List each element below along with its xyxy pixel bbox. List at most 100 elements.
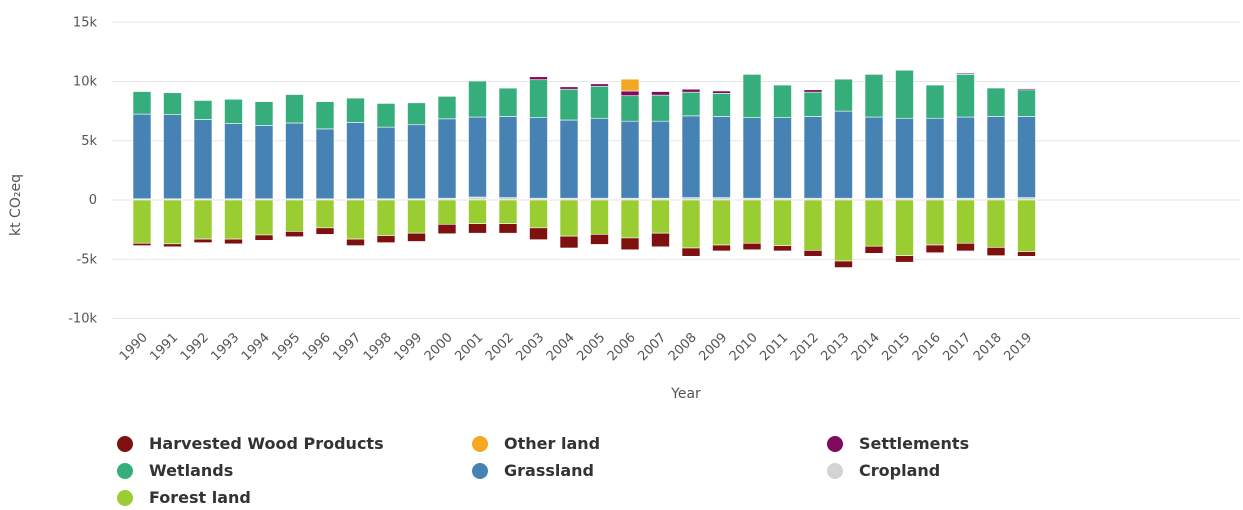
bar-forest-land-2017[interactable] xyxy=(956,199,975,244)
bar-grassland-2015[interactable] xyxy=(895,117,914,199)
bar-wetlands-2011[interactable] xyxy=(773,84,792,118)
bar-harvested-wood-products-2012[interactable] xyxy=(803,250,823,257)
bar-forest-land-1999[interactable] xyxy=(407,199,426,234)
bar-forest-land-2008[interactable] xyxy=(681,199,701,249)
bar-wetlands-2009[interactable] xyxy=(712,93,731,117)
bar-wetlands-1997[interactable] xyxy=(346,97,365,123)
bar-grassland-2014[interactable] xyxy=(864,116,884,199)
bar-grassland-2009[interactable] xyxy=(712,116,731,198)
legend-item-grassland[interactable]: Grassland xyxy=(472,461,594,480)
bar-forest-land-2004[interactable] xyxy=(559,199,579,237)
bar-grassland-1993[interactable] xyxy=(224,123,243,200)
legend-item-settlements[interactable]: Settlements xyxy=(827,434,969,453)
bar-forest-land-1995[interactable] xyxy=(285,199,304,232)
bar-wetlands-1993[interactable] xyxy=(224,98,243,124)
bar-wetlands-1991[interactable] xyxy=(163,92,182,115)
bar-wetlands-2019[interactable] xyxy=(1017,89,1036,117)
bar-harvested-wood-products-1997[interactable] xyxy=(346,238,365,246)
bar-harvested-wood-products-1991[interactable] xyxy=(163,243,182,248)
legend-item-other-land[interactable]: Other land xyxy=(472,434,600,453)
bar-harvested-wood-products-2018[interactable] xyxy=(986,247,1006,256)
bar-wetlands-1990[interactable] xyxy=(132,91,152,115)
bar-grassland-1991[interactable] xyxy=(163,114,182,200)
bar-harvested-wood-products-2015[interactable] xyxy=(895,255,914,263)
bar-cropland-2001[interactable] xyxy=(468,196,487,201)
bar-grassland-1999[interactable] xyxy=(407,124,426,200)
bar-settlements-2017[interactable] xyxy=(956,72,975,75)
bar-grassland-2017[interactable] xyxy=(956,116,975,199)
bar-forest-land-2019[interactable] xyxy=(1017,199,1036,252)
bar-cropland-2008[interactable] xyxy=(681,197,701,201)
bar-grassland-1998[interactable] xyxy=(376,126,396,200)
bar-forest-land-2000[interactable] xyxy=(437,199,457,225)
bar-forest-land-2012[interactable] xyxy=(803,199,823,251)
bar-grassland-2011[interactable] xyxy=(773,117,792,199)
bar-grassland-2003[interactable] xyxy=(529,117,548,199)
bar-wetlands-2003[interactable] xyxy=(529,79,548,118)
bar-forest-land-2013[interactable] xyxy=(834,199,853,262)
bar-harvested-wood-products-2004[interactable] xyxy=(559,235,579,249)
bar-settlements-2003[interactable] xyxy=(529,76,548,81)
bar-harvested-wood-products-2009[interactable] xyxy=(712,244,731,252)
bar-settlements-2019[interactable] xyxy=(1017,88,1036,91)
bar-forest-land-1992[interactable] xyxy=(193,199,213,240)
bar-wetlands-2005[interactable] xyxy=(590,85,609,119)
bar-forest-land-2018[interactable] xyxy=(986,199,1006,248)
bar-forest-land-1993[interactable] xyxy=(224,199,243,240)
bar-forest-land-1998[interactable] xyxy=(376,199,396,236)
bar-other-land-2006[interactable] xyxy=(620,78,640,92)
bar-forest-land-1991[interactable] xyxy=(163,199,182,245)
bar-cropland-2002[interactable] xyxy=(498,197,518,201)
bar-forest-land-1994[interactable] xyxy=(254,199,274,236)
bar-grassland-2005[interactable] xyxy=(590,117,609,199)
bar-harvested-wood-products-1990[interactable] xyxy=(132,242,152,246)
bar-harvested-wood-products-2005[interactable] xyxy=(590,234,609,245)
bar-forest-land-2014[interactable] xyxy=(864,199,884,247)
bar-forest-land-2003[interactable] xyxy=(529,199,548,229)
bar-wetlands-2016[interactable] xyxy=(925,84,945,119)
bar-harvested-wood-products-2001[interactable] xyxy=(468,223,487,234)
bar-grassland-2016[interactable] xyxy=(925,117,945,199)
legend-item-forest-land[interactable]: Forest land xyxy=(117,488,251,507)
bar-wetlands-1994[interactable] xyxy=(254,101,274,126)
bar-settlements-2004[interactable] xyxy=(559,86,579,90)
bar-forest-land-1997[interactable] xyxy=(346,199,365,240)
bar-grassland-2018[interactable] xyxy=(986,116,1006,199)
bar-wetlands-2014[interactable] xyxy=(864,74,884,118)
bar-grassland-2007[interactable] xyxy=(651,120,670,199)
bar-forest-land-2006[interactable] xyxy=(620,199,640,239)
bar-grassland-2019[interactable] xyxy=(1017,116,1036,198)
bar-harvested-wood-products-2002[interactable] xyxy=(498,223,518,234)
bar-grassland-1994[interactable] xyxy=(254,125,274,200)
bar-settlements-2012[interactable] xyxy=(803,89,823,93)
bar-wetlands-1995[interactable] xyxy=(285,94,304,124)
bar-grassland-2000[interactable] xyxy=(437,118,457,199)
bar-harvested-wood-products-2014[interactable] xyxy=(864,245,884,254)
bar-wetlands-2017[interactable] xyxy=(956,74,975,118)
bar-harvested-wood-products-1992[interactable] xyxy=(193,238,213,243)
legend-item-harvested-wood-products[interactable]: Harvested Wood Products xyxy=(117,434,384,453)
bar-harvested-wood-products-2017[interactable] xyxy=(956,242,975,252)
bar-harvested-wood-products-2006[interactable] xyxy=(620,237,640,251)
bar-grassland-2012[interactable] xyxy=(803,116,823,199)
bar-settlements-2002[interactable] xyxy=(498,87,518,89)
bar-harvested-wood-products-2010[interactable] xyxy=(742,242,762,251)
bar-forest-land-2010[interactable] xyxy=(742,199,762,244)
bar-settlements-2005[interactable] xyxy=(590,83,609,87)
bar-grassland-1997[interactable] xyxy=(346,122,365,200)
bar-wetlands-2007[interactable] xyxy=(651,94,670,122)
bar-forest-land-2002[interactable] xyxy=(498,199,518,225)
bar-harvested-wood-products-2008[interactable] xyxy=(681,247,701,257)
bar-wetlands-2008[interactable] xyxy=(681,91,701,117)
bar-grassland-2004[interactable] xyxy=(559,119,579,199)
bar-forest-land-2009[interactable] xyxy=(712,199,731,246)
bar-grassland-1995[interactable] xyxy=(285,122,304,200)
bar-forest-land-2007[interactable] xyxy=(651,199,670,234)
bar-wetlands-2013[interactable] xyxy=(834,78,853,112)
bar-cropland-2019[interactable] xyxy=(1017,197,1036,201)
bar-wetlands-2010[interactable] xyxy=(742,74,762,118)
bar-wetlands-2006[interactable] xyxy=(620,95,640,122)
bar-harvested-wood-products-2019[interactable] xyxy=(1017,251,1036,257)
bar-grassland-2013[interactable] xyxy=(834,110,853,199)
bar-wetlands-2001[interactable] xyxy=(468,80,487,118)
